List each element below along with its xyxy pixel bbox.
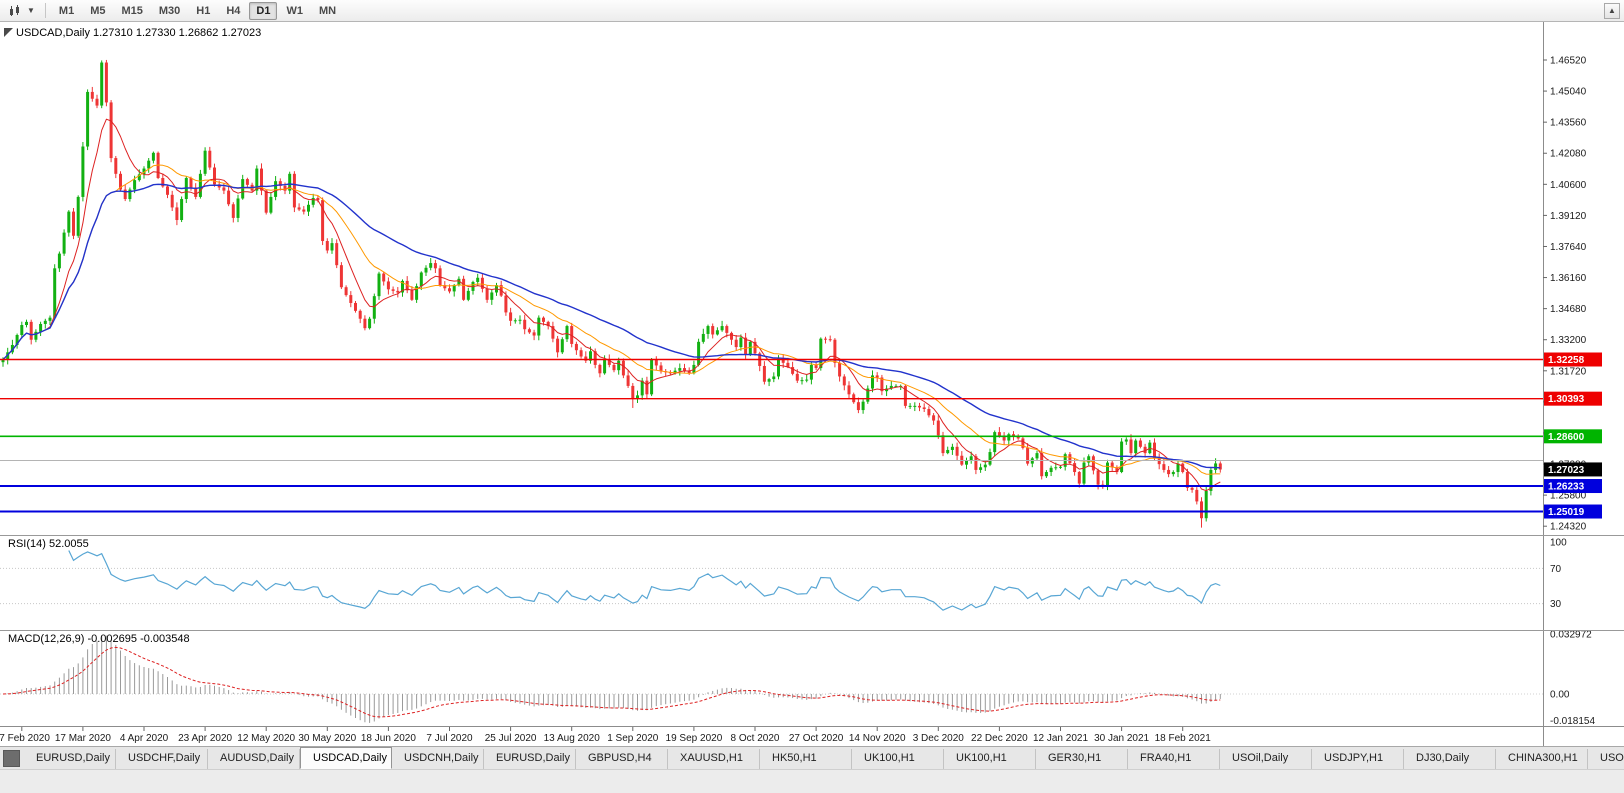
timeframe-m15-button[interactable]: M15 bbox=[114, 2, 149, 20]
price-axis-label: 1.25800 bbox=[1550, 491, 1587, 502]
date-axis-label: 27 Feb 2020 bbox=[0, 733, 50, 744]
date-axis-label: 14 Nov 2020 bbox=[849, 733, 906, 744]
scroll-up-button[interactable]: ▲ bbox=[1604, 2, 1620, 19]
ma-fast-line bbox=[2, 118, 1221, 492]
svg-text:1.25019: 1.25019 bbox=[1548, 507, 1585, 518]
status-strip bbox=[0, 769, 1624, 793]
timeframe-h4-button[interactable]: H4 bbox=[219, 2, 247, 20]
macd-axis-label: 0.00 bbox=[1550, 690, 1570, 701]
candlestick-chart-icon bbox=[10, 4, 19, 16]
rsi-axis-label: 70 bbox=[1550, 564, 1562, 575]
timeframe-d1-button[interactable]: D1 bbox=[249, 1, 278, 20]
chart-tab[interactable]: UK100,H1 bbox=[944, 749, 1036, 769]
price-axis-label: 1.39120 bbox=[1550, 211, 1587, 222]
price-axis-label: 1.34680 bbox=[1550, 304, 1587, 315]
date-axis-label: 7 Jul 2020 bbox=[426, 733, 473, 744]
date-axis-label: 19 Sep 2020 bbox=[666, 733, 723, 744]
rsi-axis-label: 100 bbox=[1550, 538, 1567, 549]
tab-menu-button[interactable] bbox=[3, 750, 20, 767]
price-axis-label: 1.37640 bbox=[1550, 242, 1587, 253]
chart-tab[interactable]: CHINA300,H1 bbox=[1496, 749, 1588, 769]
date-axis-label: 27 Oct 2020 bbox=[789, 733, 844, 744]
chart-canvas[interactable]: 1.46520 1.45040 1.43560 1.42080 1.40600 1.391… bbox=[0, 22, 1624, 746]
date-axis-label: 12 May 2020 bbox=[237, 733, 295, 744]
timeframe-w1-button[interactable]: W1 bbox=[279, 2, 310, 20]
price-level-tag: 1.26233 bbox=[1544, 479, 1602, 494]
price-axis-label: 1.46520 bbox=[1550, 56, 1587, 67]
date-axis-label: 8 Oct 2020 bbox=[731, 733, 780, 744]
price-axis-label: 1.40600 bbox=[1550, 180, 1587, 191]
chart-tab[interactable]: AUDUSD,Daily bbox=[208, 749, 300, 769]
chart-tab[interactable]: XAUUSD,H1 bbox=[668, 749, 760, 769]
timeframe-mn-button[interactable]: MN bbox=[312, 2, 343, 20]
date-axis-label: 1 Sep 2020 bbox=[607, 733, 659, 744]
date-axis-label: 30 Jan 2021 bbox=[1094, 733, 1149, 744]
toolbar-separator bbox=[44, 3, 46, 18]
svg-text:1.28600: 1.28600 bbox=[1548, 432, 1585, 443]
timeframe-m5-button[interactable]: M5 bbox=[83, 2, 112, 20]
macd-axis-label: 0.032972 bbox=[1550, 630, 1592, 641]
svg-text:1.27023: 1.27023 bbox=[1548, 465, 1585, 476]
svg-text:1.26233: 1.26233 bbox=[1548, 482, 1585, 493]
rsi-panel: 100 70 30 bbox=[0, 538, 1567, 611]
level-lines-layer bbox=[0, 358, 1543, 513]
date-axis-label: 18 Jun 2020 bbox=[361, 733, 416, 744]
price-level-tag: 1.32258 bbox=[1544, 352, 1602, 367]
date-axis-label: 12 Jan 2021 bbox=[1033, 733, 1088, 744]
date-axis-label: 22 Dec 2020 bbox=[971, 733, 1028, 744]
price-level-tag: 1.25019 bbox=[1544, 504, 1602, 519]
macd-panel: 0.032972 0.00 -0.018154 bbox=[0, 630, 1595, 727]
svg-text:1.32258: 1.32258 bbox=[1548, 355, 1585, 366]
chart-tabbar: EURUSD,Daily USDCHF,Daily AUDUSD,Daily U… bbox=[0, 746, 1624, 769]
chart-tab[interactable]: EURUSD,Daily bbox=[24, 749, 116, 769]
timeframe-m30-button[interactable]: M30 bbox=[152, 2, 187, 20]
price-axis-label: 1.31720 bbox=[1550, 366, 1587, 377]
date-axis-label: 30 May 2020 bbox=[298, 733, 356, 744]
svg-text:1.30393: 1.30393 bbox=[1548, 394, 1585, 405]
chart-tab[interactable]: USDCNH,Daily bbox=[392, 749, 484, 769]
chart-region: 1.46520 1.45040 1.43560 1.42080 1.40600 1.391… bbox=[0, 22, 1624, 746]
date-axis-label: 23 Apr 2020 bbox=[178, 733, 232, 744]
date-axis-label: 17 Mar 2020 bbox=[55, 733, 112, 744]
rsi-line bbox=[68, 550, 1221, 611]
chart-tab[interactable]: USOil,Daily bbox=[1220, 749, 1312, 769]
timeframe-m1-button[interactable]: M1 bbox=[52, 2, 81, 20]
timeframe-toolbar: ▼ M1 M5 M15 M30 H1 H4 D1 W1 MN ▲ bbox=[0, 0, 1624, 22]
chart-tab[interactable]: GER30,H1 bbox=[1036, 749, 1128, 769]
chart-tab[interactable]: UK100,H1 bbox=[852, 749, 944, 769]
price-axis-label: 1.42080 bbox=[1550, 149, 1587, 160]
chart-tab[interactable]: EURUSD,Daily bbox=[484, 749, 576, 769]
ma-slow-line bbox=[2, 183, 1221, 469]
chart-tab[interactable]: USDCAD,Daily bbox=[300, 747, 392, 769]
price-level-tag: 1.27023 bbox=[1544, 462, 1602, 477]
price-axis-label: 1.24320 bbox=[1550, 522, 1587, 533]
chevron-down-icon: ▼ bbox=[27, 5, 35, 15]
price-axis-label: 1.33200 bbox=[1550, 335, 1587, 346]
chart-tab[interactable]: USDCHF,Daily bbox=[116, 749, 208, 769]
chart-tab[interactable]: DJ30,Daily bbox=[1404, 749, 1496, 769]
price-axis-label: 1.43560 bbox=[1550, 118, 1587, 129]
chart-tab[interactable]: USDJPY,H1 bbox=[1312, 749, 1404, 769]
timeframe-h1-button[interactable]: H1 bbox=[189, 2, 217, 20]
date-axis-label: 25 Jul 2020 bbox=[485, 733, 537, 744]
date-axis-label: 18 Feb 2021 bbox=[1155, 733, 1212, 744]
date-axis-label: 3 Dec 2020 bbox=[913, 733, 965, 744]
price-level-tag: 1.28600 bbox=[1544, 429, 1602, 444]
chart-tab[interactable]: GBPUSD,H4 bbox=[576, 749, 668, 769]
date-axis: 27 Feb 2020 17 Mar 2020 4 Apr 2020 23 Apr 2… bbox=[0, 726, 1624, 744]
chart-tab[interactable]: USOil,H1 bbox=[1588, 749, 1624, 769]
date-axis-label: 13 Aug 2020 bbox=[544, 733, 601, 744]
chart-tab[interactable]: HK50,H1 bbox=[760, 749, 852, 769]
chart-corner-marker bbox=[4, 28, 13, 37]
macd-axis-label: -0.018154 bbox=[1550, 716, 1595, 727]
rsi-axis-label: 30 bbox=[1550, 599, 1562, 610]
price-axis-label: 1.45040 bbox=[1550, 87, 1587, 98]
price-axis-label: 1.36160 bbox=[1550, 273, 1587, 284]
date-axis-label: 4 Apr 2020 bbox=[120, 733, 169, 744]
chart-type-button[interactable]: ▼ bbox=[4, 2, 40, 20]
ma-medium-line bbox=[2, 164, 1221, 475]
chart-tab[interactable]: FRA40,H1 bbox=[1128, 749, 1220, 769]
price-level-tag: 1.30393 bbox=[1544, 391, 1602, 406]
macd-signal-line bbox=[2, 646, 1221, 718]
